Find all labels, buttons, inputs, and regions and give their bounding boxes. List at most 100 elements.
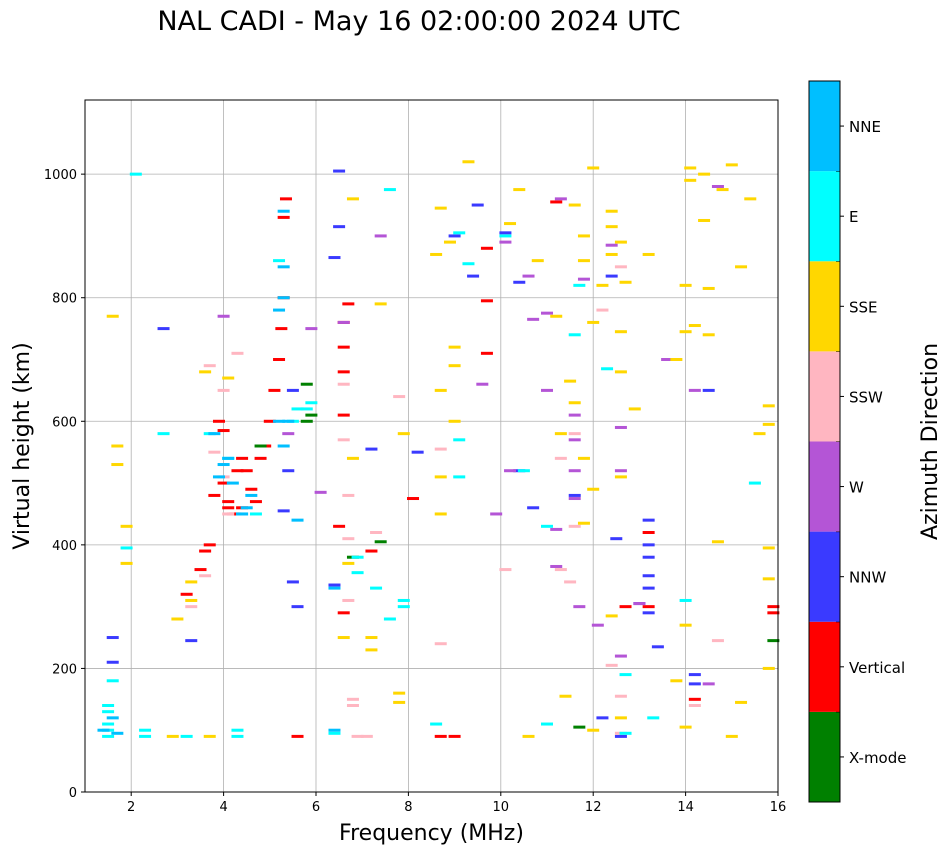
data-point-e <box>291 407 304 411</box>
data-point-w <box>305 327 318 331</box>
data-point-vertical <box>212 419 225 423</box>
data-point-sse <box>111 444 124 448</box>
grid <box>85 100 779 793</box>
data-point-sse <box>605 209 618 213</box>
data-point-sse <box>577 234 590 238</box>
data-point-vertical <box>194 568 207 572</box>
data-point-e <box>601 367 614 371</box>
colorbar-swatch-nne <box>809 81 840 172</box>
data-point-nnw <box>448 234 461 238</box>
data-point-e <box>679 598 692 602</box>
data-point-vertical <box>448 734 461 738</box>
colorbar-tick-label: Vertical <box>849 659 905 677</box>
data-point-ssw <box>564 580 577 584</box>
x-tick-label: 4 <box>219 800 227 815</box>
data-point-sse <box>365 636 378 640</box>
data-point-vertical <box>480 351 493 355</box>
data-point-sse <box>577 521 590 525</box>
data-point-nnw <box>328 583 341 587</box>
data-point-nnw <box>513 280 526 284</box>
data-point-ssw <box>199 574 212 578</box>
y-tick-label: 400 <box>52 539 77 554</box>
data-point-nnw <box>282 469 295 473</box>
data-point-nnw <box>688 673 701 677</box>
data-point-e <box>102 704 115 707</box>
data-point-sse <box>698 172 711 176</box>
data-point-sse <box>448 345 461 349</box>
data-point-sse <box>605 614 618 618</box>
data-point-sse <box>185 580 198 584</box>
data-point-w <box>591 623 604 627</box>
data-point-nne <box>208 432 221 436</box>
data-point-w <box>499 240 512 244</box>
data-point-ssw <box>605 663 618 667</box>
data-point-w <box>711 185 724 188</box>
colorbar-tick-label: SSE <box>849 298 878 316</box>
data-point-vertical <box>337 345 350 349</box>
data-point-vertical <box>688 697 701 701</box>
data-point-e <box>647 716 660 720</box>
data-point-w <box>614 425 627 429</box>
data-point-sse <box>166 734 179 738</box>
data-point-nne <box>282 419 295 423</box>
data-point-vertical <box>337 413 350 417</box>
data-point-nne <box>97 728 110 732</box>
data-point-vertical <box>619 605 632 609</box>
data-point-ssw <box>337 438 350 442</box>
data-point-sse <box>462 160 475 164</box>
data-point-sse <box>711 540 724 544</box>
data-point-w <box>374 234 387 238</box>
data-point-w <box>688 388 701 392</box>
data-point-sse <box>504 222 517 226</box>
data-point-sse <box>587 320 600 324</box>
colorbar-swatch-w <box>809 441 840 532</box>
data-point-e <box>300 407 313 411</box>
data-point-e <box>453 231 466 235</box>
data-point-nnw <box>471 203 484 207</box>
data-point-vertical <box>229 512 242 516</box>
data-point-vertical <box>217 481 230 485</box>
data-point-nnw <box>642 555 655 559</box>
data-point-vertical <box>254 456 267 460</box>
data-point-nne <box>328 586 341 590</box>
data-point-e <box>249 512 262 516</box>
data-point-e <box>328 731 341 735</box>
data-point-sse <box>596 283 609 287</box>
data-point-nne <box>277 296 290 300</box>
y-axis-ticks: 0 200 400 600 800 1000 <box>44 168 85 801</box>
data-point-sse <box>434 388 447 392</box>
x-tick-label: 16 <box>770 800 787 815</box>
data-point-ssw <box>346 697 359 701</box>
data-point-nnw <box>291 605 304 609</box>
data-point-sse <box>762 422 775 426</box>
data-point-sse <box>670 358 683 361</box>
data-point-sse <box>448 419 461 423</box>
data-point-nnw <box>106 660 119 664</box>
data-point-ssw <box>554 456 567 460</box>
data-point-sse <box>342 561 355 565</box>
data-point-nnw <box>596 716 609 720</box>
data-point-nnw <box>467 274 480 278</box>
colorbar-swatch-e <box>809 171 840 262</box>
data-point-nne <box>328 728 341 732</box>
data-point-vertical <box>236 456 249 460</box>
data-point-sse <box>568 203 581 207</box>
data-point-nne <box>277 209 290 213</box>
data-point-nnw <box>642 574 655 578</box>
colorbar-frame <box>808 80 841 803</box>
colorbar-tick-label: E <box>849 208 858 226</box>
data-point-ssw <box>203 364 216 368</box>
data-point-ssw <box>351 734 364 738</box>
data-point-nnw <box>642 611 655 615</box>
data-point-vertical <box>231 469 244 473</box>
data-point-nne <box>273 308 286 312</box>
data-point-vertical <box>180 592 193 596</box>
data-point-vertical <box>275 327 288 331</box>
data-point-e <box>517 469 530 473</box>
y-tick-label: 600 <box>52 415 77 430</box>
data-point-nnw <box>651 645 664 649</box>
data-point-vertical <box>222 506 235 510</box>
data-point-nnw <box>411 450 424 454</box>
data-point-w <box>541 311 553 315</box>
data-point-x-mode <box>254 444 267 448</box>
